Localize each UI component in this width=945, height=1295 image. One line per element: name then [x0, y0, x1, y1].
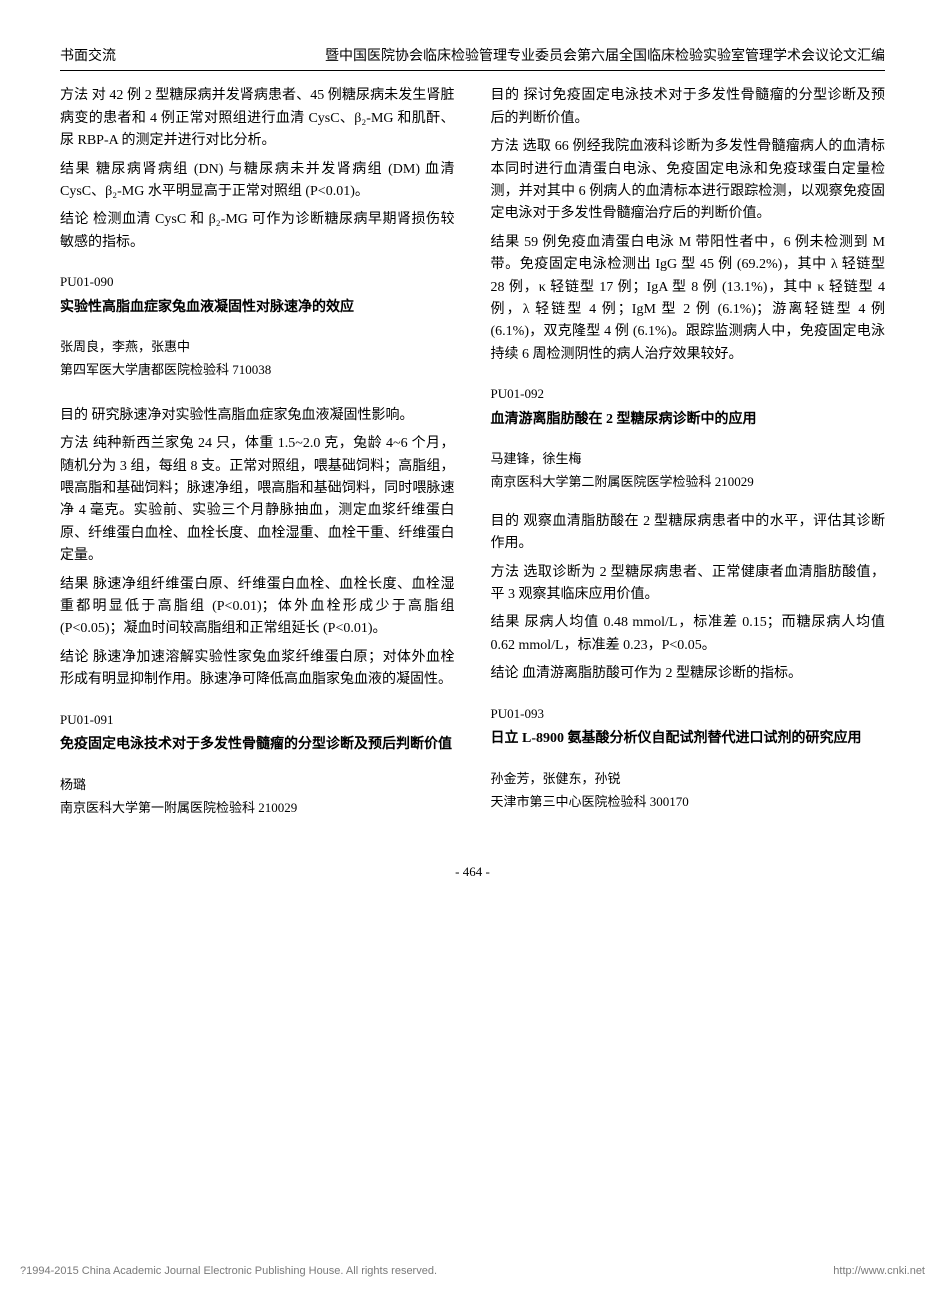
body-text: 结果 尿病人均值 0.48 mmol/L，标准差 0.15；而糖尿病人均值 0.… [491, 612, 886, 657]
footer-url: http://www.cnki.net [833, 1263, 925, 1281]
authors: 张周良，李燕，张惠中 [60, 337, 455, 358]
body-text: 结果 脉速净组纤维蛋白原、纤维蛋白血栓、血栓长度、血栓湿重都明显低于高脂组 (P… [60, 574, 455, 641]
abstract-title: 实验性高脂血症家兔血液凝固性对脉速净的效应 [60, 297, 455, 319]
body-text: 结论 检测血清 CysC 和 β₂-MG 可作为诊断糖尿病早期肾损伤较敏感的指标… [60, 209, 455, 254]
body-text: 目的 探讨免疫固定电泳技术对于多发性骨髓瘤的分型诊断及预后的判断价值。 [491, 85, 886, 130]
body-text: 方法 对 42 例 2 型糖尿病并发肾病患者、45 例糖尿病未发生肾脏病变的患者… [60, 85, 455, 152]
body-text: 方法 选取诊断为 2 型糖尿病患者、正常健康者血清脂肪酸值，平 3 观察其临床应… [491, 562, 886, 607]
abstract-id: PU01-093 [491, 704, 886, 725]
abstract-id: PU01-092 [491, 384, 886, 405]
header-left: 书面交流 [60, 46, 116, 68]
body-text: 结果 糖尿病肾病组 (DN) 与糖尿病未并发肾病组 (DM) 血清 CysC、β… [60, 159, 455, 204]
affiliation: 南京医科大学第二附属医院医学检验科 210029 [491, 472, 886, 493]
body-text: 目的 研究脉速净对实验性高脂血症家兔血液凝固性影响。 [60, 405, 455, 427]
footer-copyright: ?1994-2015 China Academic Journal Electr… [20, 1263, 437, 1281]
body-text: 方法 纯种新西兰家兔 24 只，体重 1.5~2.0 克，兔龄 4~6 个月，随… [60, 433, 455, 567]
two-column-layout: 方法 对 42 例 2 型糖尿病并发肾病患者、45 例糖尿病未发生肾脏病变的患者… [60, 85, 885, 828]
body-text: 方法 选取 66 例经我院血液科诊断为多发性骨髓瘤病人的血清标本同时进行血清蛋白… [491, 136, 886, 226]
left-column: 方法 对 42 例 2 型糖尿病并发肾病患者、45 例糖尿病未发生肾脏病变的患者… [60, 85, 455, 828]
body-text: 结论 血清游离脂肪酸可作为 2 型糖尿诊断的指标。 [491, 663, 886, 685]
authors: 马建锋，徐生梅 [491, 449, 886, 470]
abstract-title: 免疫固定电泳技术对于多发性骨髓瘤的分型诊断及预后判断价值 [60, 734, 455, 756]
abstract-id: PU01-091 [60, 710, 455, 731]
page-header: 书面交流 暨中国医院协会临床检验管理专业委员会第六届全国临床检验实验室管理学术会… [60, 46, 885, 71]
body-text: 目的 观察血清脂肪酸在 2 型糖尿病患者中的水平，评估其诊断作用。 [491, 511, 886, 556]
authors: 杨璐 [60, 775, 455, 796]
right-column: 目的 探讨免疫固定电泳技术对于多发性骨髓瘤的分型诊断及预后的判断价值。 方法 选… [491, 85, 886, 828]
body-text: 结果 59 例免疫血清蛋白电泳 M 带阳性者中，6 例未检测到 M 带。免疫固定… [491, 232, 886, 366]
page: 书面交流 暨中国医院协会临床检验管理专业委员会第六届全国临床检验实验室管理学术会… [0, 0, 945, 1295]
abstract-title: 日立 L-8900 氨基酸分析仪自配试剂替代进口试剂的研究应用 [491, 728, 886, 750]
abstract-title: 血清游离脂肪酸在 2 型糖尿病诊断中的应用 [491, 409, 886, 431]
header-right: 暨中国医院协会临床检验管理专业委员会第六届全国临床检验实验室管理学术会议论文汇编 [325, 46, 885, 68]
page-number: - 464 - [60, 862, 885, 883]
affiliation: 南京医科大学第一附属医院检验科 210029 [60, 798, 455, 819]
body-text: 结论 脉速净加速溶解实验性家兔血浆纤维蛋白原；对体外血栓形成有明显抑制作用。脉速… [60, 647, 455, 692]
authors: 孙金芳，张健东，孙锐 [491, 769, 886, 790]
affiliation: 第四军医大学唐都医院检验科 710038 [60, 360, 455, 381]
abstract-id: PU01-090 [60, 272, 455, 293]
affiliation: 天津市第三中心医院检验科 300170 [491, 792, 886, 813]
